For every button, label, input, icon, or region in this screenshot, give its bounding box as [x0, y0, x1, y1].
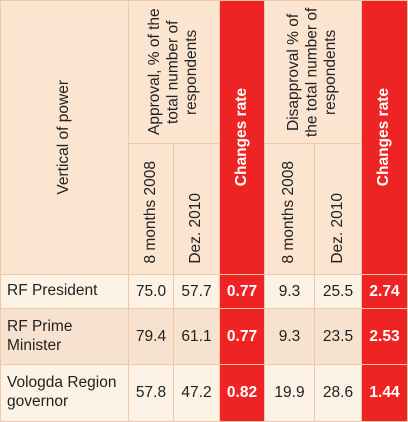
disapproval-changes-rate-label: Changes rate: [375, 88, 393, 187]
approval-changes-rate-label: Changes rate: [232, 88, 250, 187]
disapproval-header: Disapproval % of the total number of res…: [264, 0, 362, 144]
disapproval-period-2008-header: 8 months 2008: [264, 143, 315, 275]
approval-rate-cell: 0.82: [219, 364, 265, 422]
disapproval-period-2010-header: Dez. 2010: [314, 143, 362, 275]
approval-2010-cell: 47.2: [173, 364, 220, 422]
approval-rate-cell: 0.77: [219, 274, 265, 309]
disapproval-rate-cell: 2.53: [361, 308, 408, 365]
disapproval-changes-rate-header: Changes rate: [361, 0, 408, 275]
approval-2008-cell: 57.8: [128, 364, 174, 422]
approval-rate-cell: 0.77: [219, 308, 265, 365]
disapproval-period-2008-label: 8 months 2008: [280, 161, 298, 264]
approval-label: Approval, % of the total number of respo…: [146, 8, 201, 136]
approval-header: Approval, % of the total number of respo…: [128, 0, 220, 144]
approval-period-2010-label: Dez. 2010: [187, 193, 205, 264]
row-name: RF President: [0, 274, 129, 309]
table-row: RF Prime Minister 79.4 61.1 0.77 9.3 23.…: [0, 308, 408, 365]
disapproval-2010-cell: 23.5: [314, 308, 362, 365]
approval-2010-cell: 61.1: [173, 308, 220, 365]
header-row-1: Vertical of power Approval, % of the tot…: [0, 0, 408, 275]
disapproval-2008-cell: 9.3: [264, 308, 315, 365]
header-row-2: 8 months 2008 Dez. 2010 8 months 2008 De…: [1, 143, 408, 275]
vertical-of-power-label: Vertical of power: [55, 80, 73, 195]
approval-2010-cell: 57.7: [173, 274, 220, 309]
approval-changes-rate-header: Changes rate: [219, 0, 265, 275]
disapproval-rate-cell: 1.44: [361, 364, 408, 422]
approval-period-2008-label: 8 months 2008: [141, 161, 159, 264]
approval-2008-cell: 79.4: [128, 308, 174, 365]
disapproval-rate-cell: 2.74: [361, 274, 408, 309]
approval-period-2008-header: 8 months 2008: [128, 143, 174, 275]
row-name: RF Prime Minister: [0, 308, 129, 365]
disapproval-2010-cell: 25.5: [314, 274, 362, 309]
disapproval-period-2010-label: Dez. 2010: [328, 193, 346, 264]
vertical-of-power-header: Vertical of power: [0, 0, 129, 275]
table-row: RF President 75.0 57.7 0.77 9.3 25.5 2.7…: [0, 274, 408, 309]
disapproval-label: Disapproval % of the total number of res…: [285, 7, 340, 137]
disapproval-2008-cell: 9.3: [264, 274, 315, 309]
approval-2008-cell: 75.0: [128, 274, 174, 309]
disapproval-2008-cell: 19.9: [264, 364, 315, 422]
disapproval-2010-cell: 28.6: [314, 364, 362, 422]
table-row: Vologda Region governor 57.8 47.2 0.82 1…: [0, 364, 408, 422]
approval-period-2010-header: Dez. 2010: [173, 143, 220, 275]
row-name: Vologda Region governor: [0, 364, 129, 422]
